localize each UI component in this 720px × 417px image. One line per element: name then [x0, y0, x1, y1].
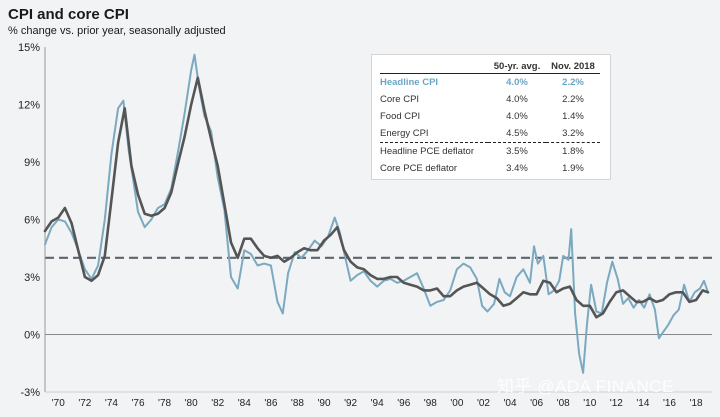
y-tick-label: 9%: [24, 157, 40, 169]
table-header-avg: 50-yr. avg.: [488, 59, 546, 74]
table-row: Energy CPI 4.5% 3.2%: [380, 125, 600, 143]
table-header-label: [380, 59, 488, 74]
table-cell-label: Energy CPI: [380, 125, 488, 143]
x-tick-label: '88: [291, 398, 304, 409]
x-axis: '70 '72 '74 '76 '78 '80 '82 '84 '86 '88 '90 '92 '94 '…: [45, 391, 712, 409]
table-cell-avg: 4.0%: [506, 111, 528, 122]
table-row: Core PCE deflator 3.4% 1.9%: [380, 160, 600, 177]
y-tick-label: 12%: [18, 100, 40, 112]
series-lines: [43, 53, 710, 374]
table-cell-latest: 1.9%: [562, 163, 584, 174]
table-body: Headline CPI 4.0% 2.2% Core CPI 4.0% 2.2% Food…: [380, 74, 600, 178]
table-row: Headline PCE deflator 3.5% 1.8%: [380, 143, 600, 161]
x-tick-label: '02: [477, 398, 490, 409]
x-tick-label: '18: [690, 398, 703, 409]
y-axis: -3% 0% 3% 6% 9% 12% 15%: [18, 42, 46, 399]
table-row: Headline CPI 4.0% 2.2%: [380, 74, 600, 92]
x-tick-label: '70: [52, 398, 65, 409]
x-tick-label: '76: [131, 398, 144, 409]
x-tick-label: '92: [344, 398, 357, 409]
headline-cpi-line: [44, 53, 709, 374]
x-tick-label: '08: [557, 398, 570, 409]
table-cell-avg: 3.4%: [506, 163, 528, 174]
x-tick-label: '16: [663, 398, 676, 409]
table-cell-label: Food CPI: [380, 111, 421, 122]
x-tick-label: '04: [504, 398, 517, 409]
table-header-row: 50-yr. avg. Nov. 2018: [380, 59, 600, 74]
grid: [45, 256, 712, 335]
x-tick-label: '14: [636, 398, 649, 409]
table-cell-avg: 4.5%: [488, 125, 546, 143]
table-row: Food CPI 4.0% 1.4%: [380, 108, 600, 125]
y-tick-label: 15%: [18, 42, 40, 54]
y-tick-label: 3%: [24, 272, 40, 284]
summary-table: 50-yr. avg. Nov. 2018 Headline CPI 4.0% 2.…: [371, 54, 611, 180]
x-tick-label: '06: [530, 398, 543, 409]
x-tick-label: '94: [371, 398, 384, 409]
chart-title: CPI and core CPI: [8, 6, 129, 23]
x-tick-label: '96: [397, 398, 410, 409]
table-cell-label: Headline CPI: [380, 77, 439, 88]
x-tick-label: '00: [450, 398, 463, 409]
y-tick-label: -3%: [20, 387, 40, 399]
table-cell-avg: 4.0%: [506, 77, 528, 88]
chart-subtitle: % change vs. prior year, seasonally adju…: [8, 25, 226, 37]
table-row: Core CPI 4.0% 2.2%: [380, 91, 600, 108]
table-cell-latest: 2.2%: [562, 94, 584, 105]
x-tick-label: '84: [238, 398, 251, 409]
table-cell-latest: 1.4%: [562, 111, 584, 122]
y-tick-label: 6%: [24, 215, 40, 227]
x-tick-label: '72: [78, 398, 91, 409]
x-tick-label: '98: [424, 398, 437, 409]
watermark: 知乎 @ADA FINANCE: [497, 377, 674, 396]
x-tick-label: '74: [105, 398, 118, 409]
x-tick-label: '10: [583, 398, 596, 409]
table-header-latest: Nov. 2018: [546, 59, 600, 74]
table-cell-label: Core PCE deflator: [380, 163, 458, 174]
core-cpi-line: [43, 76, 710, 319]
x-tick-label: '78: [158, 398, 171, 409]
table-cell-label: Core CPI: [380, 94, 420, 105]
table-cell-avg: 3.5%: [506, 146, 528, 157]
table-cell-avg: 4.0%: [506, 94, 528, 105]
x-tick-label: '80: [185, 398, 198, 409]
x-tick-label: '86: [264, 398, 277, 409]
table-cell-latest: 1.8%: [562, 146, 584, 157]
table-cell-label: Headline PCE deflator: [380, 146, 474, 157]
table-cell-latest: 2.2%: [562, 77, 584, 88]
y-tick-label: 0%: [24, 330, 40, 342]
x-tick-label: '12: [610, 398, 623, 409]
table-cell-latest: 3.2%: [546, 125, 600, 143]
x-tick-label: '82: [211, 398, 224, 409]
x-tick-label: '90: [318, 398, 331, 409]
